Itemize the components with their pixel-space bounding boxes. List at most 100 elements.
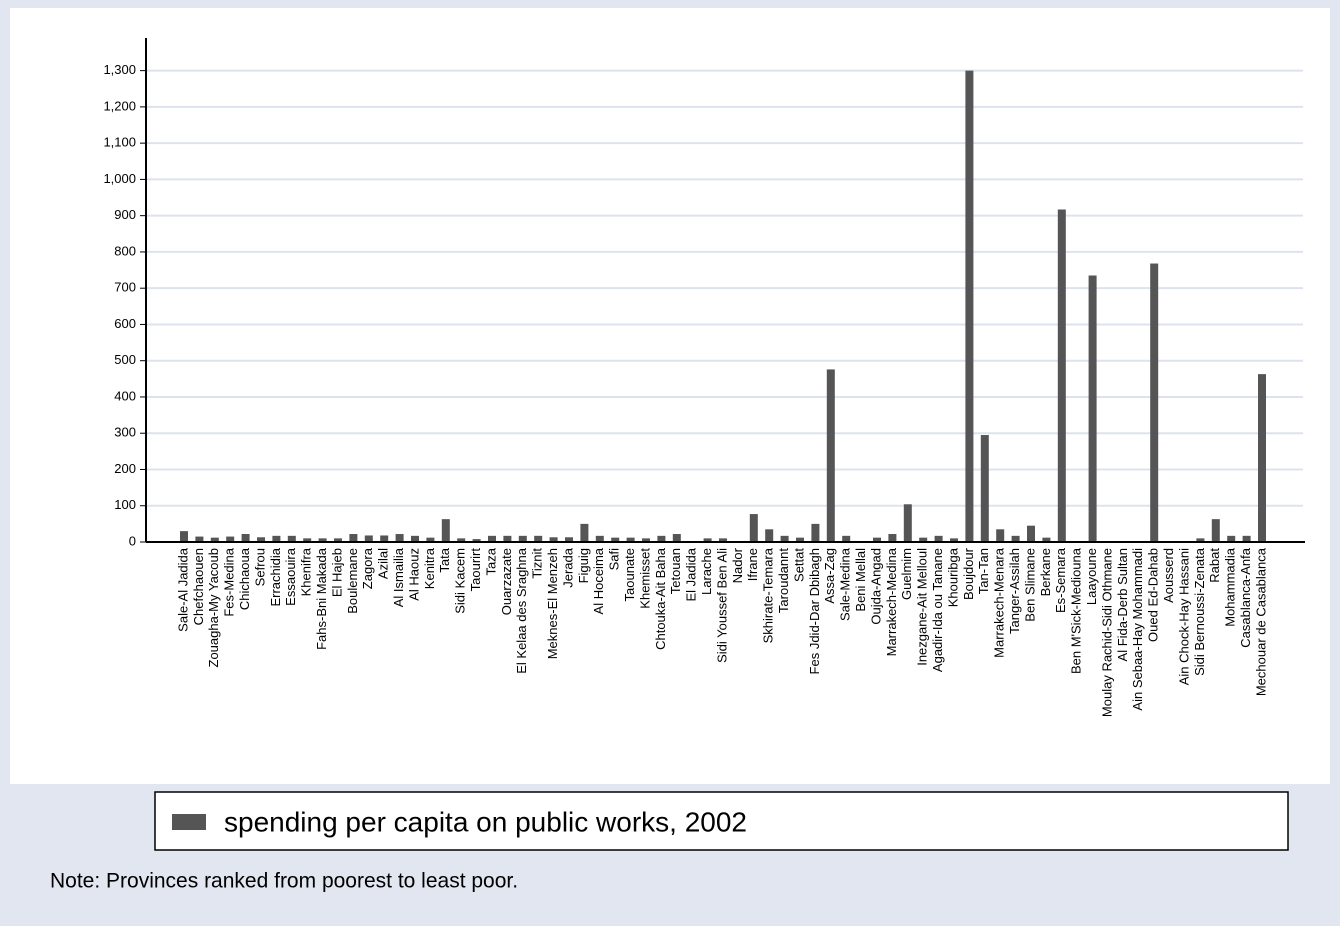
x-tick-label: Sale-Al Jadida [175, 547, 190, 632]
bar [272, 535, 281, 542]
x-tick-label: Moulay Rachid-Sidi Othmane [1099, 548, 1114, 717]
x-tick-label: Sidi Youssef Ben Ali [714, 548, 729, 663]
x-tick-label: Tan-Tan [976, 548, 991, 594]
bar [349, 534, 358, 542]
x-tick-label: Laayoune [1084, 548, 1099, 605]
x-tick-label: Al Haouz [406, 548, 421, 601]
x-tick-label: Rabat [1207, 548, 1222, 583]
x-tick-label: Fes-Medina [222, 547, 237, 616]
x-tick-label: Safi [607, 548, 622, 571]
x-tick-label: Al Fida-Derb Sultan [1115, 548, 1130, 661]
x-tick-label: Sidi Kacem [453, 548, 468, 614]
y-tick-label: 600 [114, 316, 136, 331]
bar [518, 535, 527, 542]
bar [1057, 209, 1066, 542]
bar [503, 535, 512, 542]
y-tick-label: 0 [129, 533, 136, 548]
y-tick-label: 100 [114, 497, 136, 512]
x-tick-label: Taza [483, 547, 498, 575]
x-tick-label: Ifrane [745, 548, 760, 581]
legend-key [172, 814, 206, 830]
bar [903, 504, 912, 542]
x-tick-label: Al Ismailia [391, 547, 406, 607]
x-tick-label: Larache [699, 548, 714, 595]
bar [780, 535, 789, 542]
bar [672, 534, 681, 542]
bar [996, 529, 1005, 542]
bar [303, 538, 312, 542]
bar [595, 535, 604, 542]
x-tick-label: El Hajeb [329, 548, 344, 597]
x-tick-label: Assa-Zag [822, 548, 837, 604]
x-tick-label: Sidi Bernoussi-Zenata [1192, 547, 1207, 676]
x-tick-label: Mohammadia [1223, 547, 1238, 627]
y-tick-label: 800 [114, 243, 136, 258]
bar [842, 535, 851, 542]
bar [1150, 263, 1159, 542]
bar [796, 537, 804, 542]
x-tick-label: Ouarzazate [499, 548, 514, 615]
bar [549, 537, 558, 542]
y-tick-label: 300 [114, 425, 136, 440]
x-tick-label: Sale-Medina [838, 547, 853, 621]
bar [950, 538, 958, 542]
bar [626, 537, 635, 542]
y-tick-label: 500 [114, 352, 136, 367]
bar [1242, 535, 1251, 542]
x-tick-label: Azilal [376, 548, 391, 579]
bar [703, 538, 712, 542]
x-tick-label: Tiznit [530, 548, 545, 579]
bar [888, 534, 897, 542]
bar [965, 70, 974, 543]
legend-label: spending per capita on public works, 200… [224, 806, 747, 837]
x-tick-label: Essaouira [283, 547, 298, 606]
bar [364, 535, 373, 542]
y-tick-label: 1,300 [103, 62, 136, 77]
x-tick-label: Settat [791, 548, 806, 582]
x-tick-label: Al Hoceima [591, 547, 606, 614]
bar [534, 535, 543, 542]
bar [1196, 538, 1205, 542]
x-tick-label: Zagora [360, 547, 375, 589]
bar [426, 537, 435, 542]
x-tick-label: Ain Chock-Hay Hassani [1176, 548, 1191, 685]
x-tick-label: Boujdour [961, 547, 976, 600]
bar [195, 536, 204, 542]
y-tick-label: 400 [114, 388, 136, 403]
x-tick-label: Chichaoua [237, 547, 252, 610]
x-tick-label: Oued Ed-Dahab [1146, 548, 1161, 642]
x-tick-label: Taourirt [468, 548, 483, 592]
bar [1042, 537, 1051, 542]
x-tick-label: Inezgane-Ait Melloul [915, 548, 930, 666]
bar [441, 519, 450, 542]
bar [657, 535, 666, 542]
bar [210, 537, 219, 542]
x-tick-label: Chtouka-Ait Baha [653, 547, 668, 650]
bar [411, 535, 419, 542]
bar [488, 535, 496, 542]
bar [472, 539, 481, 542]
x-tick-label: Khemisset [637, 548, 652, 609]
bar [395, 534, 404, 542]
bar [287, 535, 296, 542]
bars [180, 70, 1266, 543]
bar [719, 538, 727, 542]
bar [611, 537, 620, 542]
bar [1088, 275, 1097, 542]
bar [565, 537, 573, 542]
bar [1227, 535, 1236, 542]
x-tick-label: Oujda-Angad [868, 548, 883, 625]
x-tick-label: Fes Jdid-Dar Dbibagh [807, 548, 822, 674]
x-tick-label: Jerada [560, 547, 575, 588]
legend [154, 791, 1289, 851]
bar [580, 523, 589, 542]
x-tick-label: Khenifra [299, 547, 314, 596]
bar [749, 514, 758, 542]
bar [1011, 535, 1020, 542]
x-tick-label: Fahs-Bni Makada [314, 547, 329, 650]
x-tick-label: Sefrou [252, 548, 267, 586]
x-tick-label: El Jadida [684, 547, 699, 601]
bar [241, 534, 250, 542]
x-tick-label: Marrakech-Menara [992, 547, 1007, 658]
